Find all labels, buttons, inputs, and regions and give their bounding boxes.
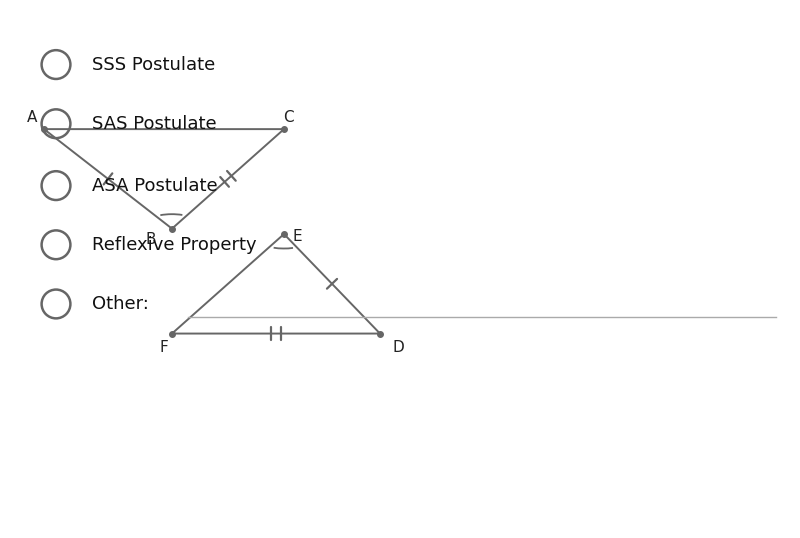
Text: ASA Postulate: ASA Postulate bbox=[92, 176, 218, 195]
Text: SAS Postulate: SAS Postulate bbox=[92, 115, 217, 133]
Text: D: D bbox=[392, 339, 404, 355]
Text: Other:: Other: bbox=[92, 295, 149, 313]
Text: SSS Postulate: SSS Postulate bbox=[92, 55, 215, 74]
Text: E: E bbox=[292, 229, 302, 244]
Text: B: B bbox=[146, 232, 156, 247]
Text: A: A bbox=[27, 110, 37, 125]
Text: F: F bbox=[159, 339, 168, 355]
Text: Reflexive Property: Reflexive Property bbox=[92, 236, 257, 254]
Text: C: C bbox=[282, 110, 294, 125]
